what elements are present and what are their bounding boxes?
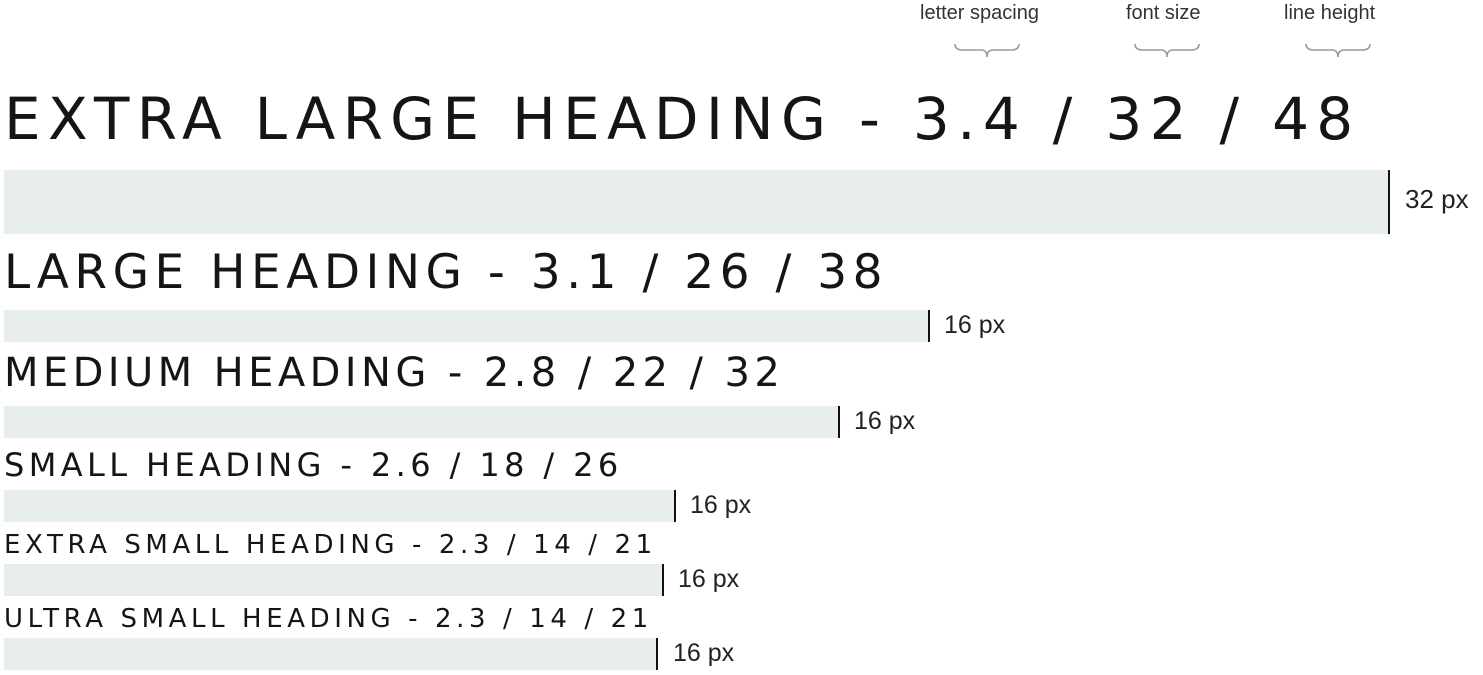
extra-large-spacing-label: 32 px (1405, 184, 1469, 214)
extra-small-spacing-bar (4, 564, 662, 596)
font-size-annotation: font size (1126, 2, 1201, 24)
ultra-small-spacing-bar (4, 638, 656, 670)
extra-small-heading: EXTRA SMALL HEADING - 2.3 / 14 / 21 (4, 530, 657, 560)
font-size-brace-icon (1134, 43, 1200, 58)
small-spacing-marker (674, 490, 676, 522)
line-height-annotation: line height (1284, 2, 1376, 24)
line-height-brace-icon (1305, 43, 1371, 58)
small-spacing-bar (4, 490, 674, 522)
ultra-small-spacing-marker (656, 638, 658, 670)
extra-large-heading: EXTRA LARGE HEADING - 3.4 / 32 / 48 (4, 85, 1361, 153)
medium-spacing-marker (838, 406, 840, 438)
ultra-small-spacing-label: 16 px (673, 639, 735, 667)
large-spacing-bar (4, 310, 928, 342)
small-heading: SMALL HEADING - 2.6 / 18 / 26 (4, 446, 623, 484)
large-spacing-label: 16 px (944, 311, 1006, 339)
extra-small-spacing-marker (662, 564, 664, 596)
small-spacing-label: 16 px (690, 491, 752, 519)
letter-spacing-brace-icon (954, 43, 1020, 58)
extra-large-spacing-bar (4, 170, 1388, 234)
extra-small-spacing-label: 16 px (678, 565, 740, 593)
large-spacing-marker (928, 310, 930, 342)
medium-spacing-bar (4, 406, 838, 438)
large-heading: LARGE HEADING - 3.1 / 26 / 38 (4, 245, 889, 300)
medium-heading: MEDIUM HEADING - 2.8 / 22 / 32 (4, 350, 785, 396)
extra-large-spacing-marker (1388, 170, 1390, 234)
ultra-small-heading: ULTRA SMALL HEADING - 2.3 / 14 / 21 (4, 604, 653, 634)
letter-spacing-annotation: letter spacing (920, 2, 1039, 24)
medium-spacing-label: 16 px (854, 407, 916, 435)
